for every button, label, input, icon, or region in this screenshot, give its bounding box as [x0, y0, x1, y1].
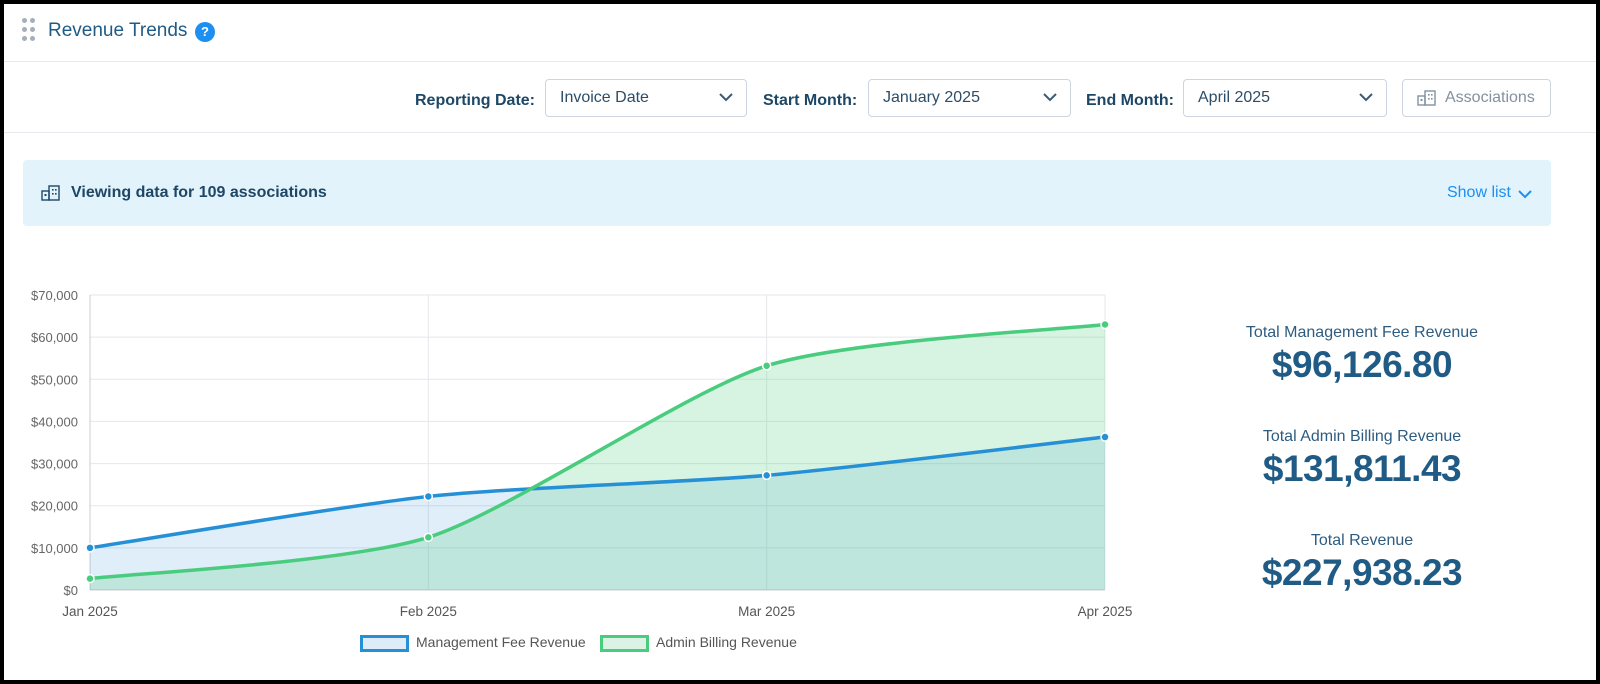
- start-month-value: January 2025: [883, 89, 980, 106]
- y-tick-label: $70,000: [31, 288, 78, 303]
- chevron-down-icon: [1518, 190, 1532, 199]
- x-tick-label: Apr 2025: [1078, 604, 1133, 619]
- legend-swatch-management: [360, 635, 409, 652]
- total-label: Total Revenue: [1310, 532, 1414, 549]
- legend-label-management: Management Fee Revenue: [416, 634, 586, 650]
- y-tick-label: $60,000: [31, 330, 78, 345]
- y-tick-label: $10,000: [31, 541, 78, 556]
- total-value: $131,811.43: [1262, 448, 1462, 489]
- associations-count-text: Viewing data for 109 associations: [71, 184, 327, 201]
- revenue-chart-svg: $0 $10,000 $20,000 $30,000 $40,000 $50,000 $60…: [31, 288, 1133, 619]
- chevron-down-icon: [1043, 93, 1057, 102]
- reporting-date-value: Invoice Date: [560, 89, 649, 106]
- legend-label-admin: Admin Billing Revenue: [656, 634, 797, 650]
- data-point: [423, 491, 434, 502]
- data-point: [761, 361, 772, 371]
- widget-header: Revenue Trends ?: [4, 4, 1596, 62]
- y-tick-label: $30,000: [31, 457, 78, 472]
- y-tick-label: $20,000: [31, 499, 78, 514]
- start-month-label: Start Month:: [763, 92, 858, 109]
- buildings-icon: [1417, 90, 1436, 106]
- total-value: $96,126.80: [1271, 344, 1453, 385]
- area-admin: [90, 324, 1105, 590]
- area-management: [90, 437, 1105, 590]
- data-point: [85, 543, 95, 553]
- x-tick-label: Feb 2025: [400, 604, 457, 619]
- filter-bar: Reporting Date: Invoice Date Start Month…: [4, 62, 1596, 133]
- page-title: Revenue Trends: [48, 20, 188, 41]
- chevron-down-icon: [719, 93, 733, 102]
- reporting-date-select[interactable]: Invoice Date: [545, 79, 747, 117]
- total-admin-billing: Total Admin Billing Revenue $131,811.43: [1182, 428, 1542, 532]
- associations-button[interactable]: Associations: [1402, 79, 1551, 117]
- revenue-trends-widget: Revenue Trends ? Reporting Date: Invoice…: [4, 4, 1596, 680]
- total-revenue: Total Revenue $227,938.23: [1182, 532, 1542, 636]
- drag-handle-icon[interactable]: [22, 18, 36, 44]
- y-tick-label: $50,000: [31, 372, 78, 387]
- end-month-value: April 2025: [1198, 89, 1271, 106]
- total-label: Total Management Fee Revenue: [1245, 324, 1479, 341]
- show-list-toggle[interactable]: Show list: [1447, 184, 1533, 202]
- y-tick-label: $0: [64, 583, 78, 598]
- revenue-chart: $0 $10,000 $20,000 $30,000 $40,000 $50,000 $60…: [4, 4, 1154, 680]
- show-list-label: Show list: [1446, 184, 1511, 201]
- end-month-label: End Month:: [1086, 92, 1174, 109]
- end-month-select[interactable]: April 2025: [1183, 79, 1387, 117]
- help-icon[interactable]: ?: [195, 22, 215, 42]
- total-management-fee: Total Management Fee Revenue $96,126.80: [1182, 324, 1542, 428]
- total-value: $227,938.23: [1261, 552, 1463, 593]
- y-tick-label: $40,000: [31, 414, 78, 429]
- data-point: [1100, 432, 1110, 442]
- x-tick-label: Mar 2025: [738, 604, 795, 619]
- data-point: [423, 532, 434, 543]
- totals-panel: Total Management Fee Revenue $96,126.80 …: [1182, 324, 1542, 636]
- associations-banner: Viewing data for 109 associations Show l…: [23, 160, 1551, 226]
- legend-swatch-admin: [600, 635, 649, 652]
- buildings-icon: [41, 185, 60, 201]
- total-label: Total Admin Billing Revenue: [1262, 428, 1462, 445]
- series-line-admin: [89, 322, 1106, 581]
- data-point: [1100, 319, 1110, 330]
- chevron-down-icon: [1359, 93, 1373, 102]
- start-month-select[interactable]: January 2025: [868, 79, 1071, 117]
- reporting-date-label: Reporting Date:: [415, 92, 535, 109]
- data-point: [761, 470, 772, 481]
- series-line-management: [89, 435, 1106, 550]
- associations-button-label: Associations: [1445, 89, 1535, 106]
- x-tick-label: Jan 2025: [62, 604, 118, 619]
- data-point: [85, 573, 95, 584]
